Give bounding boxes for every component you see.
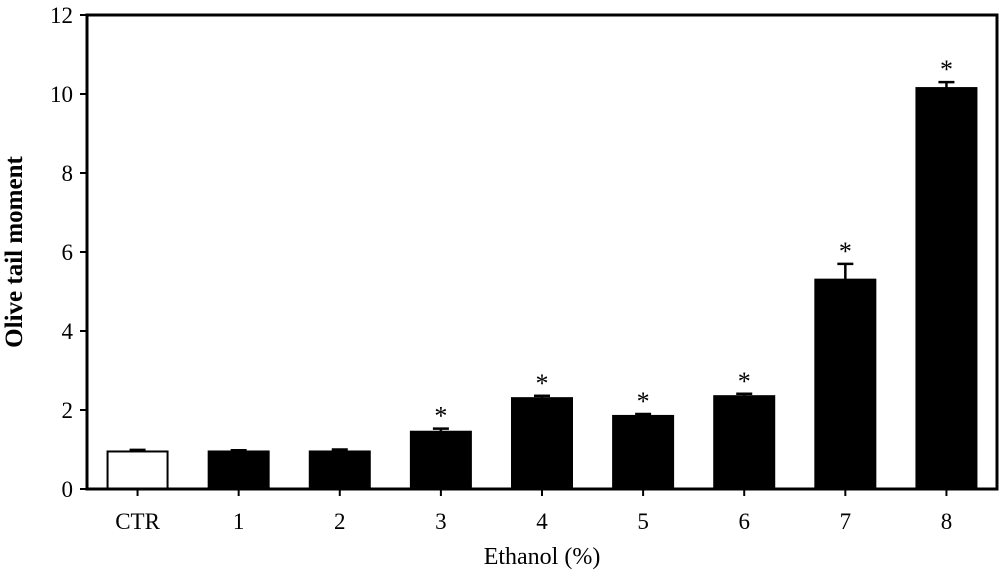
x-tick-label: 3 xyxy=(435,509,447,534)
y-tick-label: 0 xyxy=(62,477,74,502)
bar-5 xyxy=(612,414,675,490)
x-tick-label: 7 xyxy=(840,509,852,534)
bars xyxy=(106,87,978,491)
y-tick-label: 8 xyxy=(62,161,74,186)
significance-star-3: * xyxy=(434,402,447,431)
bar-6 xyxy=(713,395,776,490)
y-tick-label: 6 xyxy=(62,240,74,265)
bar-4 xyxy=(511,397,573,490)
error-bars xyxy=(129,80,955,452)
y-tick-label: 4 xyxy=(62,319,74,344)
x-axis-ticks: CTR 1 2 3 4 5 6 7 8 xyxy=(115,489,952,534)
y-axis-title: Olive tail moment xyxy=(1,156,28,348)
y-axis-ticks: 0 2 4 6 8 10 12 xyxy=(50,3,87,502)
x-tick-label: 2 xyxy=(334,509,346,534)
significance-markers: * * * * * * xyxy=(434,55,953,430)
significance-star-4: * xyxy=(536,369,549,398)
bar-1 xyxy=(207,450,270,491)
bar-3 xyxy=(409,430,472,491)
y-tick-label: 12 xyxy=(50,3,73,28)
bar-7 xyxy=(814,278,877,490)
x-axis-title: Ethanol (%) xyxy=(484,544,601,570)
x-tick-label: 4 xyxy=(536,509,548,534)
significance-star-5: * xyxy=(637,387,650,416)
significance-star-6: * xyxy=(738,367,751,396)
bar-2 xyxy=(308,450,371,491)
bar-CTR xyxy=(106,450,169,491)
significance-star-7: * xyxy=(839,237,852,266)
y-tick-label: 2 xyxy=(62,398,74,423)
significance-star-8: * xyxy=(940,55,953,84)
bar-8 xyxy=(915,87,978,490)
x-tick-label: 1 xyxy=(233,509,245,534)
x-tick-label: 5 xyxy=(637,509,649,534)
y-tick-label: 10 xyxy=(50,82,73,107)
x-tick-label: 6 xyxy=(738,509,750,534)
x-tick-label: 8 xyxy=(941,509,953,534)
x-tick-label: CTR xyxy=(115,509,160,534)
